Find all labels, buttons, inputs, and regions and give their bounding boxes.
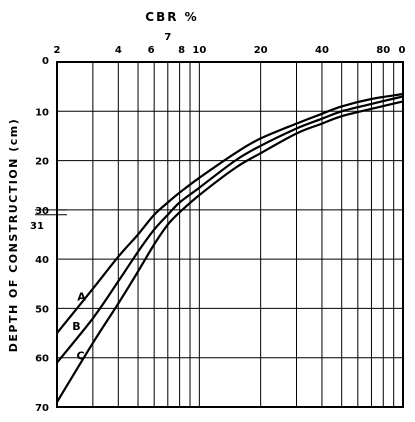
y-tick-labels: 0 10 20 30 31 40 50 60 70 xyxy=(30,56,49,414)
y-tick-label: 20 xyxy=(35,157,49,168)
series-labels: A B C xyxy=(72,291,86,363)
series-label-a: A xyxy=(77,291,86,304)
x-tick-label: 7 xyxy=(164,32,171,43)
x-tick-label: 8 xyxy=(178,45,185,56)
x-tick-label: 2 xyxy=(54,45,61,56)
y-tick-label: 31 xyxy=(30,221,44,232)
plot-frame xyxy=(56,61,404,408)
y-tick-label: 30 xyxy=(35,206,49,217)
y-tick-label: 60 xyxy=(35,354,49,365)
y-tick-label: 10 xyxy=(35,107,49,118)
series-line-c xyxy=(56,100,404,403)
x-tick-label: 40 xyxy=(315,45,329,56)
series-lines xyxy=(56,92,404,403)
x-tick-label: 20 xyxy=(254,45,268,56)
y-tick-label: 0 xyxy=(42,56,49,67)
x-tick-labels: 2 4 678 10 20 40 80 0 xyxy=(54,32,406,56)
x-tick-label: 0 xyxy=(399,45,406,56)
x-tick-label: 6 xyxy=(148,45,155,56)
x-tick-label: 80 xyxy=(376,45,390,56)
y-tick-label: 40 xyxy=(35,255,49,266)
chart-title: CBR % xyxy=(145,10,198,24)
x-tick-label: 10 xyxy=(192,45,206,56)
y-axis-label: DEPTH OF CONSTRUCTION (cm) xyxy=(7,118,20,353)
y-tick-label: 50 xyxy=(35,304,49,315)
series-label-b: B xyxy=(72,320,80,333)
reference-lines xyxy=(35,209,67,216)
x-tick-label: 4 xyxy=(115,45,122,56)
y-tick-label: 70 xyxy=(35,403,49,414)
series-label-c: C xyxy=(76,350,84,363)
series-line-b xyxy=(56,95,404,364)
series-line-a xyxy=(56,92,404,334)
